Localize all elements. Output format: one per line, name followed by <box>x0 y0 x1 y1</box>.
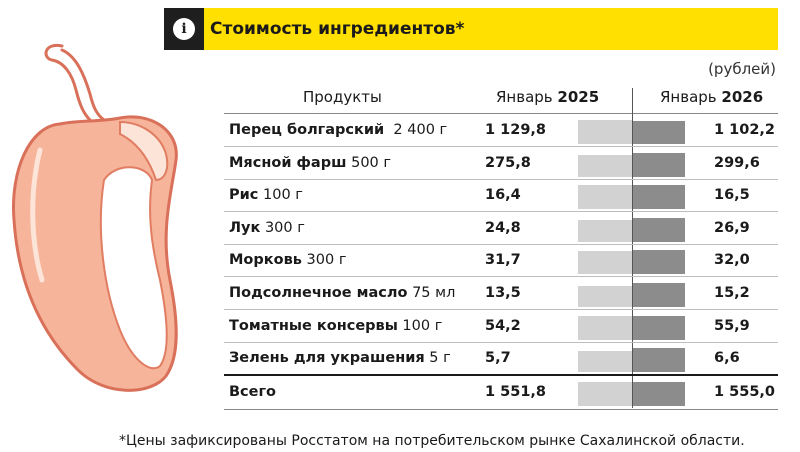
product-name-cell: Всего <box>229 384 276 400</box>
bar-2025 <box>578 154 632 177</box>
product-quantity: 300 г <box>260 219 305 236</box>
value-2026: 26,9 <box>714 219 750 236</box>
value-2025: 275,8 <box>485 154 531 171</box>
value-2025: 13,5 <box>485 285 521 301</box>
column-header-2025-month: Январь <box>496 88 558 106</box>
title-banner: i Стоимость ингредиентов* <box>164 8 778 50</box>
value-2026: 1 102,2 <box>714 122 776 138</box>
total-divider <box>224 374 778 376</box>
column-header-2026: Январь 2026 <box>660 88 763 106</box>
bar-2026 <box>633 250 685 275</box>
product-name-cell: Зелень для украшения 5 г <box>229 350 451 366</box>
product-name: Зелень для украшения <box>229 350 425 367</box>
product-name: Перец болгарский <box>229 122 385 138</box>
bar-2025 <box>578 185 632 210</box>
column-header-2025: Январь 2025 <box>496 88 599 106</box>
bar-2026 <box>633 382 685 406</box>
row-divider <box>224 211 778 213</box>
value-2026: 55,9 <box>714 317 750 334</box>
row-divider <box>224 341 778 343</box>
bar-2025 <box>578 351 632 373</box>
row-divider <box>224 276 778 278</box>
bar-2025 <box>578 219 632 242</box>
value-2026: 299,6 <box>714 154 760 171</box>
row-divider <box>224 178 778 180</box>
table-row: Зелень для украшения 5 г 5,7 6,6 <box>0 342 800 375</box>
product-quantity: 100 г <box>258 187 303 204</box>
value-2026: 15,2 <box>714 285 750 301</box>
bar-2025 <box>578 316 632 340</box>
column-header-2025-year: 2025 <box>557 88 600 106</box>
value-2025: 1 129,8 <box>485 122 547 138</box>
bar-2025 <box>578 382 632 406</box>
year-column-divider <box>632 88 633 408</box>
bar-2026 <box>633 348 685 373</box>
bar-2026 <box>633 120 685 144</box>
value-2025: 1 551,8 <box>485 384 547 400</box>
product-quantity: 100 г <box>397 317 443 334</box>
product-quantity: 75 мл <box>407 285 456 301</box>
product-name-cell: Лук 300 г <box>229 220 305 236</box>
product-name-cell: Томатные консервы 100 г <box>229 318 442 334</box>
product-name: Мясной фарш <box>229 154 347 171</box>
footnote: *Цены зафиксированы Росстатом на потреби… <box>119 433 745 449</box>
row-divider <box>224 243 778 245</box>
row-divider <box>224 146 778 147</box>
table-row: Подсолнечное масло 75 мл 13,5 15,2 <box>0 277 800 310</box>
column-header-2026-month: Январь <box>660 88 722 106</box>
value-2025: 16,4 <box>485 187 521 204</box>
bell-pepper-illustration <box>11 43 178 392</box>
bar-2025 <box>578 250 632 275</box>
unit-label: (рублей) <box>708 60 776 78</box>
row-divider <box>224 309 778 310</box>
value-2025: 24,8 <box>485 219 521 236</box>
product-name-cell: Подсолнечное масло 75 мл <box>229 285 455 301</box>
product-name-cell: Перец болгарский 2 400 г <box>229 122 447 138</box>
value-2025: 31,7 <box>485 252 521 269</box>
bar-2026 <box>633 185 685 210</box>
value-2026: 16,5 <box>714 187 750 204</box>
bar-2026 <box>633 283 685 307</box>
product-name: Томатные консервы <box>229 317 398 334</box>
table-row: Морковь 300 г 31,7 32,0 <box>0 244 800 278</box>
header-divider <box>224 113 778 114</box>
table-row: Мясной фарш 500 г 275,8 299,6 <box>0 147 800 180</box>
product-name: Морковь <box>229 252 302 269</box>
table-row: Лук 300 г 24,8 26,9 <box>0 212 800 245</box>
value-2026: 32,0 <box>714 252 750 269</box>
product-quantity: 300 г <box>301 252 347 269</box>
column-header-2026-year: 2026 <box>721 88 764 106</box>
info-icon: i <box>173 18 195 40</box>
table-row: Томатные консервы 100 г 54,2 55,9 <box>0 310 800 343</box>
chart-title: Стоимость ингредиентов* <box>210 19 465 39</box>
bar-2026 <box>633 152 685 177</box>
column-header-products: Продукты <box>303 88 382 106</box>
bar-2025 <box>578 120 632 144</box>
bar-2025 <box>578 285 632 307</box>
total-row: Всего 1 551,8 1 555,0 <box>0 376 800 409</box>
value-2026: 6,6 <box>714 350 740 367</box>
product-name-cell: Морковь 300 г <box>229 252 346 268</box>
product-quantity: 500 г <box>346 154 391 171</box>
value-2025: 5,7 <box>485 350 511 367</box>
product-name: Рис <box>229 187 259 204</box>
bar-2026 <box>633 315 685 340</box>
table-row: Рис 100 г 16,4 16,5 <box>0 179 800 213</box>
product-name: Лук <box>229 219 261 236</box>
value-2025: 54,2 <box>485 317 521 334</box>
product-quantity: 5 г <box>424 350 451 367</box>
product-name-cell: Мясной фарш 500 г <box>229 155 391 171</box>
product-quantity: 2 400 г <box>384 122 448 138</box>
title-icon-block: i <box>164 8 204 50</box>
product-name: Подсолнечное масло <box>229 285 408 301</box>
table-bottom-line <box>224 409 778 410</box>
product-name: Всего <box>229 384 277 400</box>
table-row: Перец болгарский 2 400 г 1 129,8 1 102,2 <box>0 114 800 147</box>
bar-2026 <box>633 217 685 242</box>
value-2026: 1 555,0 <box>714 384 776 400</box>
product-name-cell: Рис 100 г <box>229 187 303 203</box>
